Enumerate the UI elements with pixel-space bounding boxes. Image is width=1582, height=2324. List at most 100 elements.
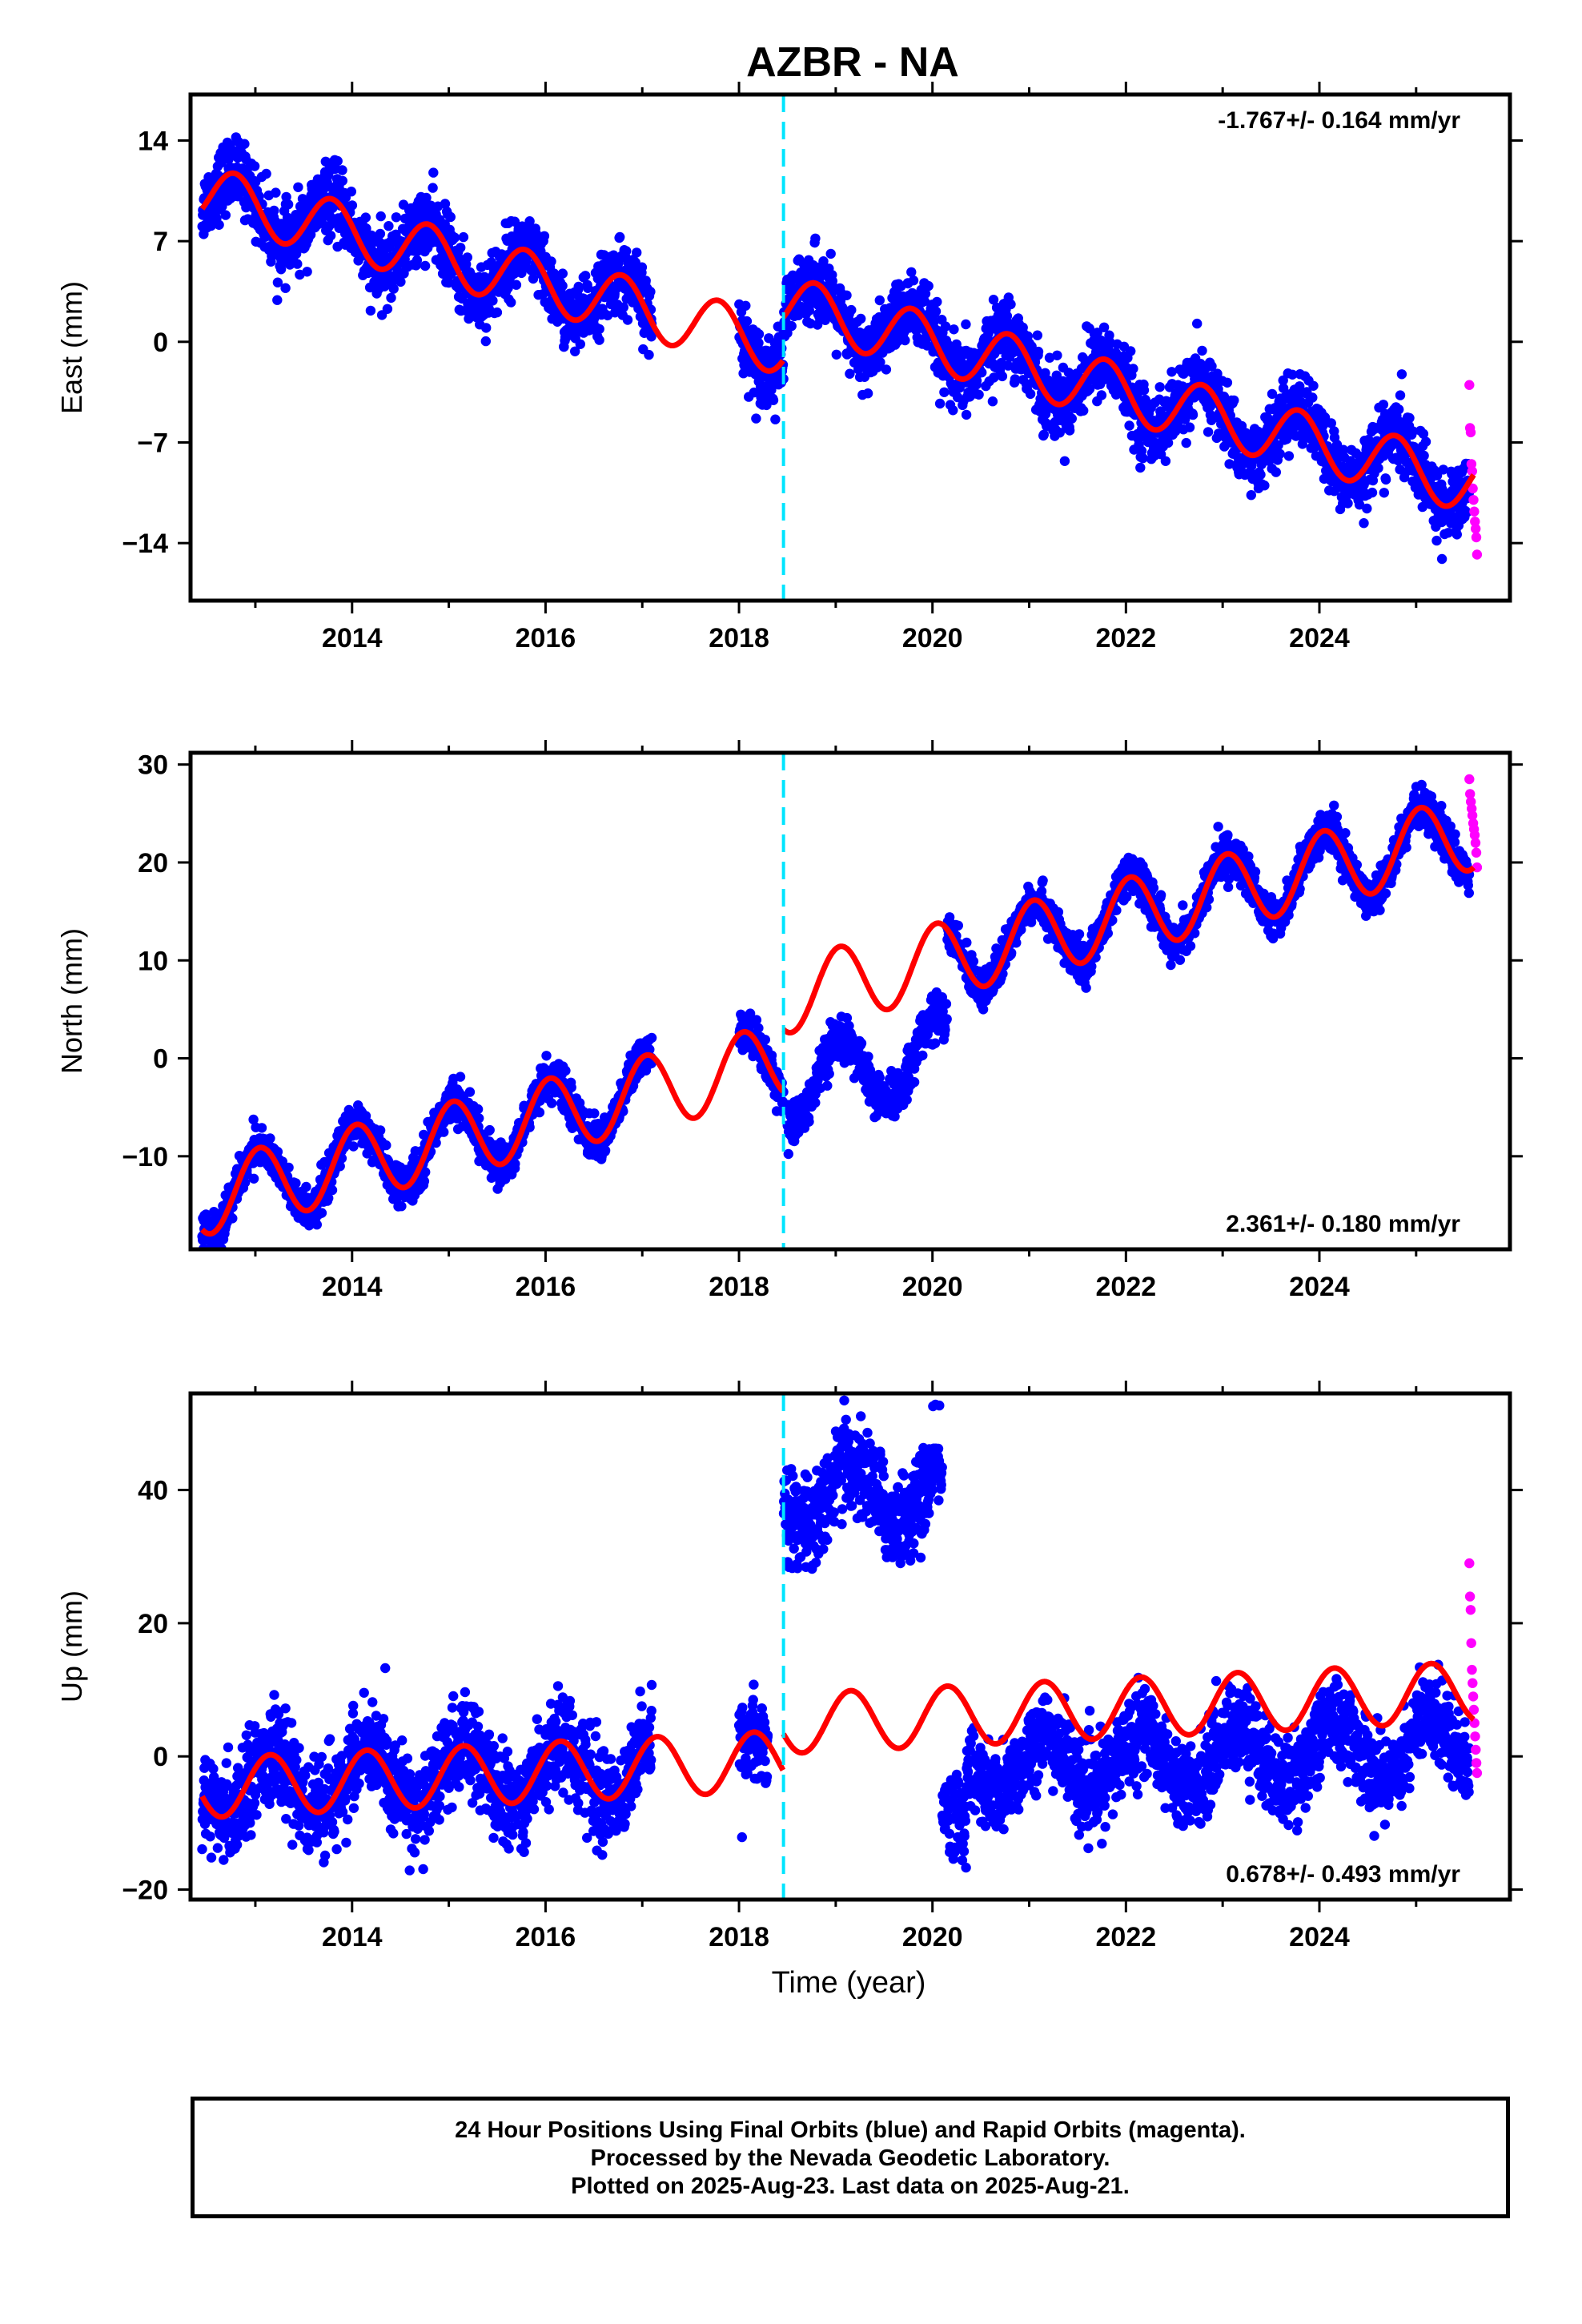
data-point-final [388, 283, 399, 294]
data-point-final [645, 287, 656, 297]
data-point-final [239, 139, 250, 149]
x-tick-label: 2014 [322, 623, 383, 653]
data-point-final [391, 212, 402, 223]
data-point-final [382, 304, 393, 314]
data-point-final [283, 199, 294, 210]
data-point-final [1025, 388, 1036, 400]
data-point-final [751, 413, 761, 424]
data-point-final [481, 323, 492, 333]
data-point-final [934, 398, 946, 409]
data-point-final [875, 357, 885, 368]
x-tick-label: 2020 [902, 623, 963, 653]
x-tick-label: 2022 [1096, 623, 1157, 653]
data-point-final [580, 271, 591, 281]
data-point-final [777, 343, 787, 354]
data-point-final [1138, 385, 1150, 396]
final-points [197, 774, 1483, 1249]
data-point-final [831, 349, 842, 360]
data-point-final [546, 256, 556, 267]
data-point-final [337, 165, 347, 175]
x-tick-label: 2024 [1289, 623, 1350, 653]
data-point-final [575, 339, 585, 349]
data-point-final [900, 335, 910, 346]
data-point-final [1033, 346, 1044, 357]
data-point-final [825, 248, 836, 259]
data-point-final [615, 231, 625, 243]
data-point-final [1275, 448, 1285, 459]
data-point-final [348, 1141, 359, 1152]
data-point-final [908, 275, 919, 286]
data-point-final [786, 320, 797, 332]
data-point-final [1170, 426, 1181, 436]
data-point-final [768, 395, 779, 405]
data-point-final [326, 219, 336, 229]
data-point-final [1378, 400, 1389, 410]
data-point-final [594, 324, 604, 335]
data-point-final [428, 167, 439, 178]
data-point-final [841, 290, 852, 300]
data-point-final [301, 1181, 311, 1192]
data-point-final [640, 275, 651, 286]
data-point-final [1138, 452, 1148, 464]
data-point-final [862, 388, 873, 399]
data-point-final [997, 371, 1008, 382]
data-point-final [383, 221, 394, 231]
data-point-final [1373, 463, 1383, 473]
data-point-final [462, 252, 472, 263]
data-point-final [1362, 503, 1372, 514]
data-point-final [484, 1124, 495, 1136]
data-point-final [961, 319, 971, 330]
data-point-final [214, 219, 224, 230]
data-point-final [325, 231, 336, 241]
data-point-final [989, 372, 999, 383]
data-point-final [845, 368, 855, 379]
data-point-final [1395, 390, 1406, 400]
data-point-final [281, 191, 291, 203]
data-point-final [770, 414, 781, 424]
y-tick-label: 0 [153, 328, 168, 358]
data-point-final [488, 296, 498, 306]
data-point-rapid [1471, 532, 1482, 543]
data-point-final [594, 335, 604, 345]
data-point-final [1078, 405, 1089, 416]
data-point-final [1404, 412, 1415, 424]
data-point-final [977, 367, 987, 378]
data-point-final [456, 243, 466, 253]
data-point-final [511, 279, 522, 290]
data-point-final [940, 321, 951, 332]
data-point-final [741, 300, 751, 311]
data-point-final [906, 267, 917, 277]
data-point-final [437, 261, 448, 272]
data-point-final [283, 1162, 294, 1173]
data-point-final [325, 211, 335, 222]
data-point-final [381, 1140, 391, 1151]
data-point-final [220, 210, 231, 220]
y-tick-label: −7 [137, 428, 168, 459]
data-point-final [206, 220, 216, 231]
data-point-final [618, 302, 628, 312]
data-point-final [600, 1145, 611, 1156]
data-point-final [265, 1133, 275, 1144]
data-point-final [396, 1201, 407, 1212]
data-point-final [1098, 322, 1110, 332]
data-point-final [632, 247, 642, 258]
data-point-final [812, 320, 823, 330]
data-point-final [269, 205, 279, 216]
data-point-final [375, 228, 386, 239]
data-point-final [846, 304, 857, 316]
data-point-final [570, 346, 580, 356]
data-point-final [1181, 437, 1191, 448]
data-point-final [761, 400, 772, 411]
data-point-final [583, 283, 593, 293]
data-point-final [546, 1098, 557, 1108]
data-point-final [472, 1104, 484, 1115]
data-point-final [1271, 467, 1282, 477]
data-point-final [458, 231, 469, 243]
x-tick-label: 2016 [516, 623, 576, 653]
data-point-final [1343, 498, 1353, 509]
data-point-final [291, 1178, 301, 1188]
data-point-final [566, 1082, 576, 1093]
data-point-final [1419, 450, 1429, 461]
data-point-final [1379, 488, 1390, 498]
data-point-final [1044, 352, 1055, 363]
